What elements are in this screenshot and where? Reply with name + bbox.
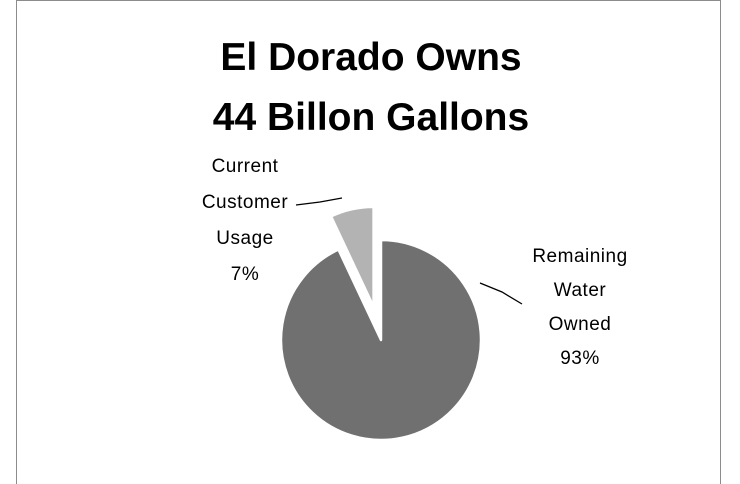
data-label-line: Owned (549, 314, 612, 335)
data-label-current-customer-usage: Current Customer Usage 7% (202, 156, 289, 285)
data-label-line: Usage (216, 228, 273, 249)
data-label-value: 7% (231, 264, 259, 285)
data-label-line: Water (554, 280, 607, 301)
data-label-line: Current (212, 156, 279, 177)
data-label-remaining-water-owned: Remaining Water Owned 93% (532, 246, 627, 369)
chart-title-line-1: El Dorado Owns (220, 36, 521, 79)
data-label-line: Customer (202, 192, 289, 213)
leader-line-current-customer-usage (295, 197, 343, 206)
pie-slices (279, 205, 483, 442)
pie-slice-remaining-water-owned (279, 238, 483, 442)
chart-title-line-2: 44 Billon Gallons (213, 96, 529, 139)
data-label-value: 93% (560, 348, 600, 369)
pie-slice-current-customer-usage (329, 205, 375, 309)
data-label-line: Remaining (532, 246, 627, 267)
leader-lines (295, 197, 523, 305)
leader-line-remaining-water-owned (479, 282, 523, 305)
